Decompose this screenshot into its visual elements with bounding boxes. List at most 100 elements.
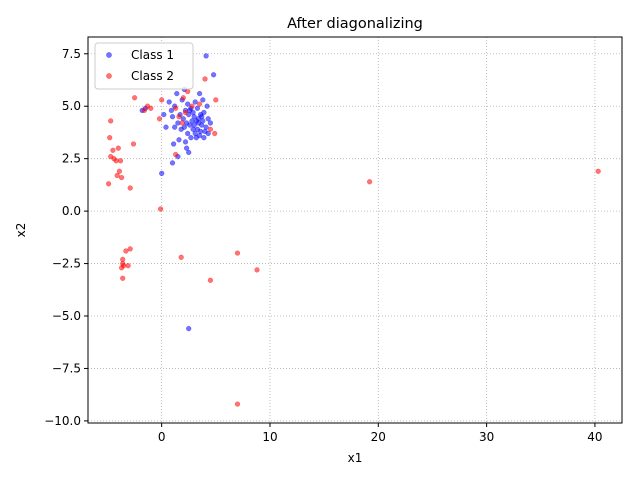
data-point-class-1 — [181, 124, 188, 130]
data-point-class-2 — [105, 181, 112, 187]
data-point-class-2 — [107, 135, 113, 141]
data-point-class-1 — [159, 170, 165, 177]
x-axis-label: x1 — [348, 451, 363, 465]
data-point-class-1 — [188, 135, 194, 141]
data-point-class-1 — [200, 97, 206, 103]
data-point-class-2 — [127, 246, 133, 252]
data-point-class-2 — [595, 168, 601, 174]
data-point-class-2 — [110, 147, 116, 153]
x-tick-label: 40 — [587, 430, 602, 444]
data-points — [105, 53, 601, 407]
data-point-class-1 — [176, 137, 182, 143]
data-point-class-2 — [173, 151, 179, 158]
data-point-class-2 — [116, 168, 123, 174]
data-point-class-2 — [176, 114, 182, 120]
legend-label-class-2: Class 2 — [131, 69, 174, 83]
data-point-class-2 — [234, 250, 241, 256]
x-tick-label: 30 — [479, 430, 494, 444]
data-point-class-2 — [189, 103, 195, 109]
data-point-class-1 — [198, 128, 204, 135]
legend-label-class-1: Class 1 — [131, 48, 174, 62]
x-tick-label: 20 — [371, 430, 386, 444]
data-point-class-1 — [174, 90, 180, 97]
data-point-class-2 — [114, 172, 120, 179]
data-point-class-1 — [171, 141, 177, 147]
y-tick-label: 7.5 — [62, 47, 81, 61]
data-point-class-1 — [199, 122, 205, 128]
data-point-class-2 — [213, 97, 219, 103]
legend-marker-class-1 — [106, 52, 112, 58]
y-tick-label: −10.0 — [44, 414, 81, 428]
data-point-class-2 — [367, 179, 373, 185]
y-tick-label: −7.5 — [52, 361, 81, 375]
data-point-class-2 — [180, 95, 186, 101]
y-axis-label: x2 — [14, 223, 28, 238]
data-point-class-1 — [186, 326, 192, 332]
data-point-class-2 — [156, 116, 163, 122]
data-point-class-1 — [186, 149, 192, 156]
data-point-class-2 — [148, 105, 154, 111]
data-point-class-2 — [127, 185, 133, 191]
axis-ticks: 0 10 20 30 40 −10.0 −7.5 −5.0 −2.5 0.0 2.5 5.0 7.5 — [44, 47, 602, 444]
data-point-class-2 — [123, 248, 129, 254]
data-point-class-2 — [207, 277, 214, 283]
grid-lines — [88, 37, 622, 423]
data-point-class-2 — [141, 107, 147, 114]
data-point-class-1 — [185, 130, 191, 137]
data-point-class-1 — [166, 99, 172, 105]
data-point-class-1 — [169, 114, 176, 120]
data-point-class-1 — [207, 120, 214, 126]
data-point-class-1 — [205, 130, 211, 137]
data-point-class-1 — [199, 114, 205, 120]
data-point-class-1 — [205, 116, 211, 122]
data-point-class-1 — [204, 103, 210, 109]
data-point-class-2 — [159, 97, 165, 103]
data-point-class-2 — [197, 101, 203, 107]
data-point-class-2 — [179, 120, 185, 126]
data-point-class-1 — [182, 139, 189, 145]
legend-box — [94, 42, 194, 90]
data-point-class-1 — [168, 107, 175, 114]
y-tick-label: −2.5 — [52, 257, 81, 271]
plot-frame — [87, 36, 623, 424]
data-point-class-2 — [212, 130, 218, 137]
data-point-class-2 — [254, 267, 260, 273]
data-point-class-1 — [187, 122, 193, 128]
data-point-class-2 — [120, 275, 126, 281]
legend: Class 1 Class 2 — [94, 42, 194, 90]
data-point-class-2 — [125, 263, 131, 269]
data-point-class-2 — [182, 109, 189, 116]
data-point-class-1 — [193, 135, 199, 141]
data-point-class-2 — [117, 158, 124, 164]
data-point-class-1 — [194, 105, 201, 111]
data-point-class-1 — [203, 53, 209, 59]
y-tick-label: −5.0 — [52, 309, 81, 323]
data-point-class-2 — [108, 118, 114, 124]
data-point-class-1 — [197, 90, 203, 97]
data-point-class-2 — [178, 254, 184, 260]
data-point-class-2 — [207, 126, 214, 132]
data-point-class-1 — [169, 160, 176, 166]
data-point-class-2 — [202, 76, 208, 82]
data-point-class-1 — [190, 109, 196, 116]
data-point-class-1 — [211, 72, 217, 78]
y-tick-label: 0.0 — [62, 204, 81, 218]
x-tick-label: 10 — [262, 430, 277, 444]
data-point-class-1 — [184, 145, 190, 151]
x-tick-label: 0 — [158, 430, 166, 444]
data-point-class-2 — [113, 158, 119, 164]
chart-title: After diagonalizing — [287, 16, 423, 32]
data-point-class-1 — [161, 111, 167, 118]
data-point-class-1 — [192, 99, 198, 105]
data-point-class-1 — [175, 120, 181, 126]
legend-marker-class-2 — [106, 73, 112, 79]
data-point-class-2 — [234, 401, 241, 407]
data-point-class-2 — [185, 88, 191, 95]
y-tick-label: 5.0 — [62, 99, 81, 113]
data-point-class-2 — [130, 141, 137, 147]
data-point-class-1 — [201, 135, 207, 141]
data-point-class-1 — [172, 124, 178, 130]
data-point-class-2 — [132, 95, 138, 101]
data-point-class-1 — [185, 101, 191, 107]
